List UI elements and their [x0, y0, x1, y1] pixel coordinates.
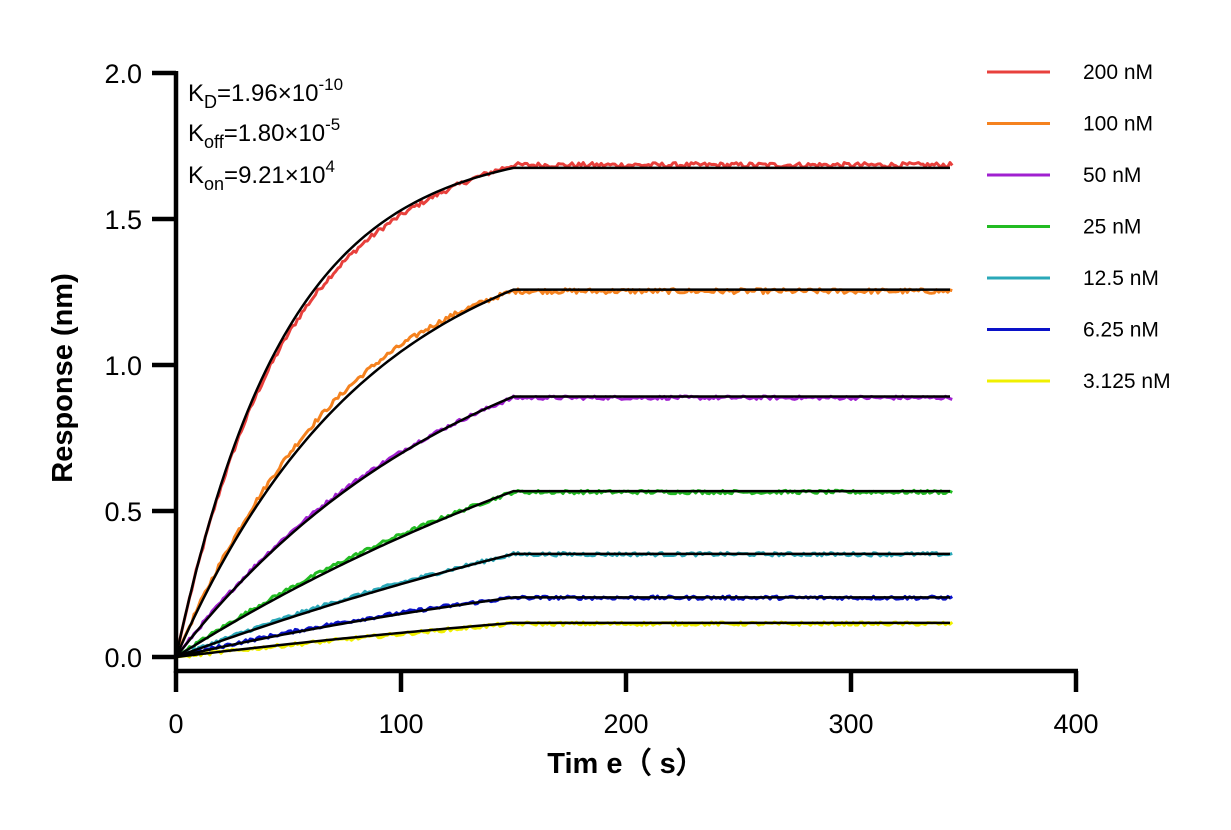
kon-subscript: on: [204, 174, 224, 194]
kinetics-annotations: KD=1.96×10-10 Koff=1.80×10-5 Kon=9.21×10…: [188, 75, 343, 194]
legend: 200 nM 100 nM 50 nM 25 nM 12.5 nM 6.25 nM 3.12…: [987, 61, 1171, 393]
kon-value: =9.21×10: [224, 162, 325, 189]
legend-label: 6.25 nM: [1083, 319, 1159, 342]
measured-curve: [174, 161, 954, 658]
fit-curve: [175, 596, 950, 659]
x-tick-label: 400: [1053, 709, 1098, 739]
y-tick-label: 1.5: [104, 205, 142, 235]
fit-curve: [174, 288, 950, 658]
measured-curve: [174, 287, 953, 658]
fit-curve: [174, 166, 950, 658]
kon-exponent: 4: [325, 157, 334, 176]
legend-label: 3.125 nM: [1083, 370, 1171, 393]
legend-label: 200 nM: [1083, 61, 1153, 84]
x-tick-label: 300: [828, 709, 873, 739]
y-tick-label: 0.5: [104, 497, 142, 527]
y-tick-label: 0.0: [104, 643, 142, 673]
x-tick-label: 200: [603, 709, 648, 739]
x-tick-label: 0: [168, 709, 183, 739]
fit-curve: [175, 489, 950, 659]
legend-label: 25 nM: [1083, 216, 1141, 239]
fit-curve: [175, 552, 950, 659]
legend-label: 12.5 nM: [1083, 267, 1159, 290]
kon-symbol: K: [188, 162, 204, 189]
koff-exponent: -5: [325, 115, 340, 134]
koff-subscript: off: [204, 132, 225, 152]
kd-annotation: KD=1.96×10-10: [188, 75, 343, 112]
y-tick-label: 2.0: [104, 59, 142, 89]
kd-subscript: D: [204, 92, 217, 112]
kd-value: =1.96×10: [217, 80, 318, 107]
x-axis-title: Tim e（ s）: [547, 747, 704, 780]
ticks-layer: 0 100 200 300 400 0.0 0.5 1.0 1.5 2.0: [104, 59, 1098, 739]
curves-layer: [174, 161, 954, 659]
measured-curve: [175, 620, 954, 659]
fit-curve: [175, 621, 950, 659]
legend-label: 100 nM: [1083, 113, 1153, 136]
y-axis-title: Response (nm): [47, 273, 79, 482]
x-tick-label: 100: [378, 709, 423, 739]
koff-annotation: Koff=1.80×10-5: [188, 115, 340, 152]
kon-annotation: Kon=9.21×104: [188, 157, 335, 194]
y-tick-label: 1.0: [104, 351, 142, 381]
legend-label: 50 nM: [1083, 164, 1141, 187]
measured-curve: [175, 550, 953, 659]
kd-symbol: K: [188, 80, 204, 107]
kd-exponent: -10: [318, 75, 343, 94]
fit-curve: [175, 395, 950, 658]
koff-symbol: K: [188, 120, 204, 147]
koff-value: =1.80×10: [224, 120, 325, 147]
